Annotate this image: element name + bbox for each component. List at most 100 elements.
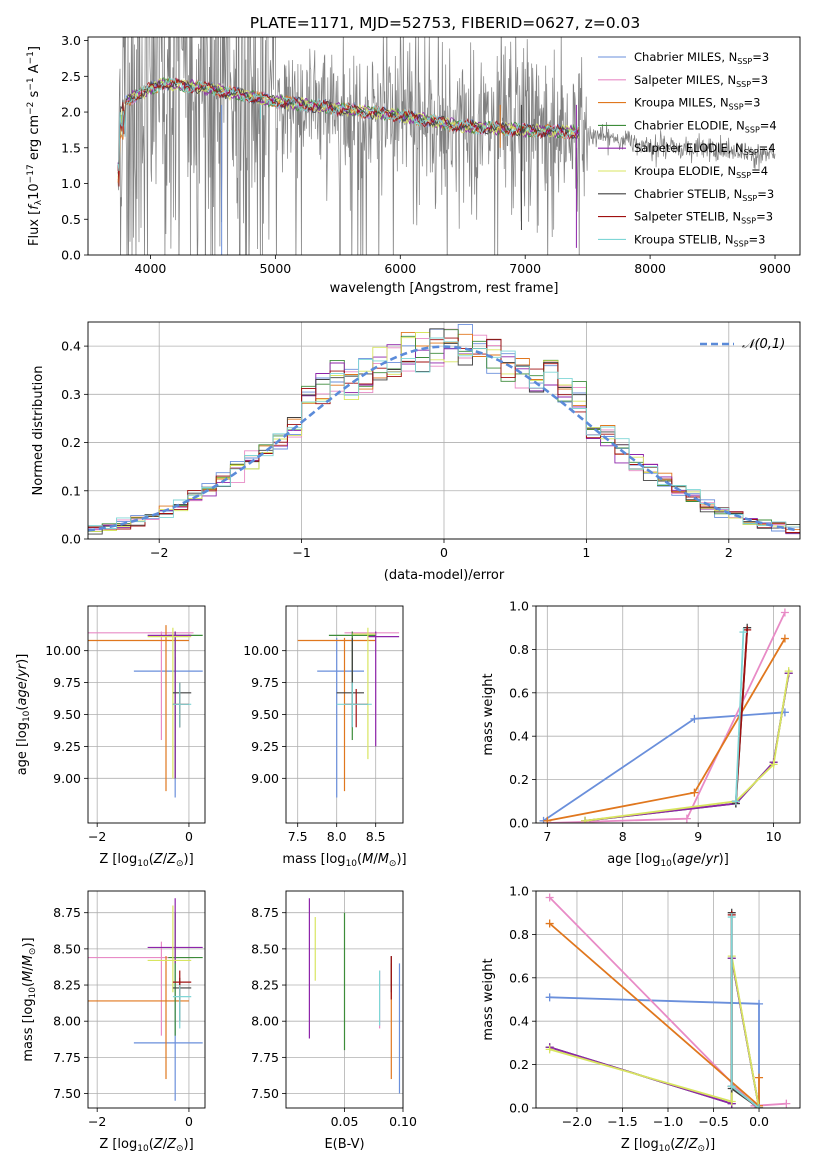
panel-residuals: −2 −1 0 1 2 0.0 0.1 0.2 0.3 0.4 (data-model)/error… <box>31 321 801 583</box>
y-axis-label: Flux [fλ10−17 erg cm−2 s−1 A−1] <box>26 46 44 246</box>
mass-weight-marker <box>545 1045 554 1054</box>
legend-label-3: Kroupa MILES, NSSP=3 <box>634 96 760 112</box>
mass-weight-line-6 <box>584 670 790 822</box>
mass-weight-line-5 <box>549 958 760 1108</box>
panel-mass-vs-EBV: 0.05 0.10 7.50 7.75 8.00 8.25 8.50 8.75 E(B-V) <box>251 890 417 1152</box>
plot-area-spectrum <box>117 37 776 255</box>
y-tick-label: 9.00 <box>53 771 81 786</box>
y-tick-label: 0.8 <box>509 642 529 657</box>
mass-weight-marker <box>755 1073 764 1082</box>
x-tick-label: 0 <box>440 545 448 560</box>
y-tick-label: 0.6 <box>509 685 529 700</box>
y-axis-label: Normed distribution <box>31 366 46 496</box>
y-tick-label: 0.2 <box>61 435 81 450</box>
model-spectrum-9 <box>117 77 579 171</box>
y-axis-label: mass weight <box>481 673 496 755</box>
x-axis-label: E(B-V) <box>324 1137 364 1152</box>
axes-frame <box>535 605 801 824</box>
mass-weight-line-9 <box>730 917 760 1108</box>
x-tick-label: 7 <box>543 829 551 844</box>
plot-area-residuals <box>88 323 800 535</box>
x-tick-label: −1 <box>292 545 310 560</box>
y-tick-label: 0.0 <box>509 1101 529 1116</box>
x-tick-label: 10 <box>766 829 782 844</box>
mass-weight-line-4 <box>549 958 760 1108</box>
x-tick-label: 0.0 <box>749 1114 769 1129</box>
x-tick-label: 2 <box>725 545 733 560</box>
legend-label-1: Chabrier MILES, NSSP=3 <box>634 50 769 66</box>
plot-area-mass-weight-vs-Z <box>545 893 791 1108</box>
axes-frame <box>285 890 404 1109</box>
mass-weight-line-6 <box>549 955 760 1108</box>
y-tick-label: 2.0 <box>61 105 81 120</box>
legend-label-9: Kroupa STELIB, NSSP=3 <box>634 232 765 248</box>
y-tick-label: 0.4 <box>509 729 529 744</box>
y-tick-label: 0.2 <box>509 1057 529 1072</box>
mass-weight-marker <box>581 816 590 823</box>
mass-weight-line-1 <box>542 711 785 822</box>
panel-spectrum: 4000 5000 6000 7000 8000 9000 0.0 0.5 1.0 1.5 2.0 2… <box>26 33 801 296</box>
mass-weight-line-9 <box>735 631 745 802</box>
y-tick-label: 9.00 <box>251 771 279 786</box>
y-tick-label: 8.75 <box>251 905 279 920</box>
axes-frame <box>285 605 404 824</box>
mass-weight-line-5 <box>584 673 790 822</box>
y-tick-label: 8.25 <box>251 978 279 993</box>
legend-label-2: Salpeter MILES, NSSP=3 <box>634 73 768 89</box>
y-axis-label: mass weight <box>481 958 496 1040</box>
x-tick-label: 0.05 <box>331 1114 359 1129</box>
y-tick-label: 8.00 <box>251 1014 279 1029</box>
y-tick-label: 7.75 <box>251 1050 279 1065</box>
mass-weight-marker <box>545 919 554 928</box>
plot-area-age-vs-Z <box>88 625 203 798</box>
y-tick-label: 0.3 <box>61 387 81 402</box>
y-tick-label: 1.0 <box>509 599 529 614</box>
normal-distribution-curve <box>88 345 798 532</box>
x-tick-label: 9000 <box>759 261 791 276</box>
x-axis-label: (data-model)/error <box>384 568 505 583</box>
axes-frame <box>87 36 801 256</box>
axes-frame <box>87 890 206 1109</box>
x-tick-label: −0.5 <box>698 1114 728 1129</box>
mass-weight-marker <box>780 634 789 643</box>
axes-frame <box>535 890 801 1109</box>
mass-weight-marker <box>727 1082 736 1091</box>
figure-title: PLATE=1171, MJD=52753, FIBERID=0627, z=0… <box>250 14 640 32</box>
mass-weight-marker <box>739 628 748 637</box>
y-tick-label: 3.0 <box>61 33 81 48</box>
y-tick-label: 0.0 <box>509 816 529 831</box>
y-tick-label: 8.50 <box>251 941 279 956</box>
panel-age-vs-mass: 7.5 8.0 8.5 9.00 9.25 9.50 9.75 10.00 mass [log1… <box>243 605 407 869</box>
axes-frame <box>87 321 801 540</box>
panel-mass-weight-vs-age: 7 8 9 10 0.0 0.2 0.4 0.6 0.8 1.0 age [log10(age/yr… <box>481 599 801 869</box>
y-tick-label: 9.25 <box>251 739 279 754</box>
plot-area-age-vs-mass <box>297 627 400 798</box>
y-axis-label: mass [log10(M/M⊙)] <box>21 937 38 1061</box>
y-tick-label: 9.75 <box>53 675 81 690</box>
x-tick-label: −1.0 <box>653 1114 683 1129</box>
x-tick-label: −2 <box>88 829 106 844</box>
y-tick-label: 8.25 <box>53 978 81 993</box>
mass-weight-marker <box>755 1104 764 1108</box>
y-tick-label: 0.4 <box>509 1014 529 1029</box>
y-tick-label: 7.50 <box>251 1086 279 1101</box>
x-tick-label: 0.10 <box>389 1114 417 1129</box>
mass-weight-line-4 <box>584 673 790 822</box>
x-tick-label: 5000 <box>259 261 291 276</box>
y-tick-label: 1.5 <box>61 140 81 155</box>
x-axis-label: Z [log10(Z/Z⊙)] <box>99 852 193 869</box>
mass-weight-marker <box>755 999 764 1008</box>
panel-mass-weight-vs-Z: −2.0 −1.5 −1.0 −0.5 0.0 0.0 0.2 0.4 0.6 0.8 1.0 Z [… <box>481 884 801 1154</box>
x-tick-label: 1 <box>582 545 590 560</box>
y-tick-label: 1.0 <box>509 884 529 899</box>
legend-normal-label: 𝒩(0,1) <box>742 337 785 352</box>
mass-weight-marker <box>769 760 778 769</box>
mass-weight-marker <box>782 1099 791 1108</box>
y-tick-label: 0.0 <box>61 248 81 263</box>
x-tick-label: 7000 <box>509 261 541 276</box>
mass-weight-marker <box>545 893 554 902</box>
x-tick-label: 7.5 <box>288 829 308 844</box>
y-tick-label: 8.50 <box>53 941 81 956</box>
mass-weight-marker <box>545 993 554 1002</box>
x-tick-label: 8.0 <box>327 829 347 844</box>
